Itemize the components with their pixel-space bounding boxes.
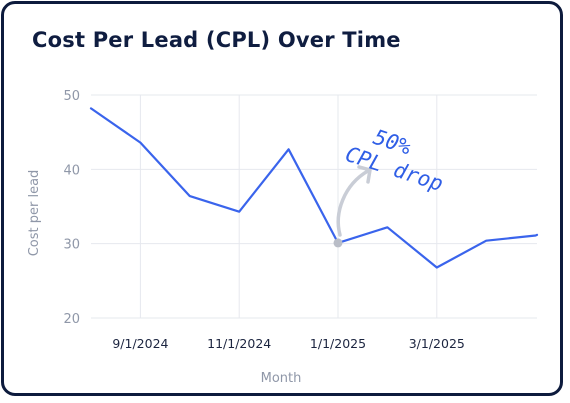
- y-tick-labels: 20 30 40 50: [63, 89, 80, 327]
- x-tick-label: 1/1/2025: [310, 336, 366, 351]
- y-tick-label: 50: [63, 89, 80, 104]
- grid-lines: [91, 94, 537, 319]
- x-tick-label: 11/1/2024: [207, 336, 271, 351]
- x-tick-label: 3/1/2025: [409, 336, 465, 351]
- annotation-arrowhead: [357, 165, 372, 184]
- chart-card: [1, 1, 563, 396]
- y-tick-label: 30: [63, 238, 80, 253]
- x-tick-label: 9/1/2024: [112, 336, 168, 351]
- chart-title: Cost Per Lead (CPL) Over Time: [32, 28, 401, 52]
- x-tick-labels: 9/1/2024 11/1/2024 1/1/2025 3/1/2025: [112, 336, 465, 351]
- y-tick-label: 20: [63, 312, 80, 327]
- y-tick-label: 40: [63, 163, 80, 178]
- x-axis-label: Month: [261, 371, 302, 386]
- y-axis-label: Cost per lead: [27, 170, 42, 257]
- annotation-marker: [333, 238, 343, 248]
- annotation-arrow: [336, 169, 370, 237]
